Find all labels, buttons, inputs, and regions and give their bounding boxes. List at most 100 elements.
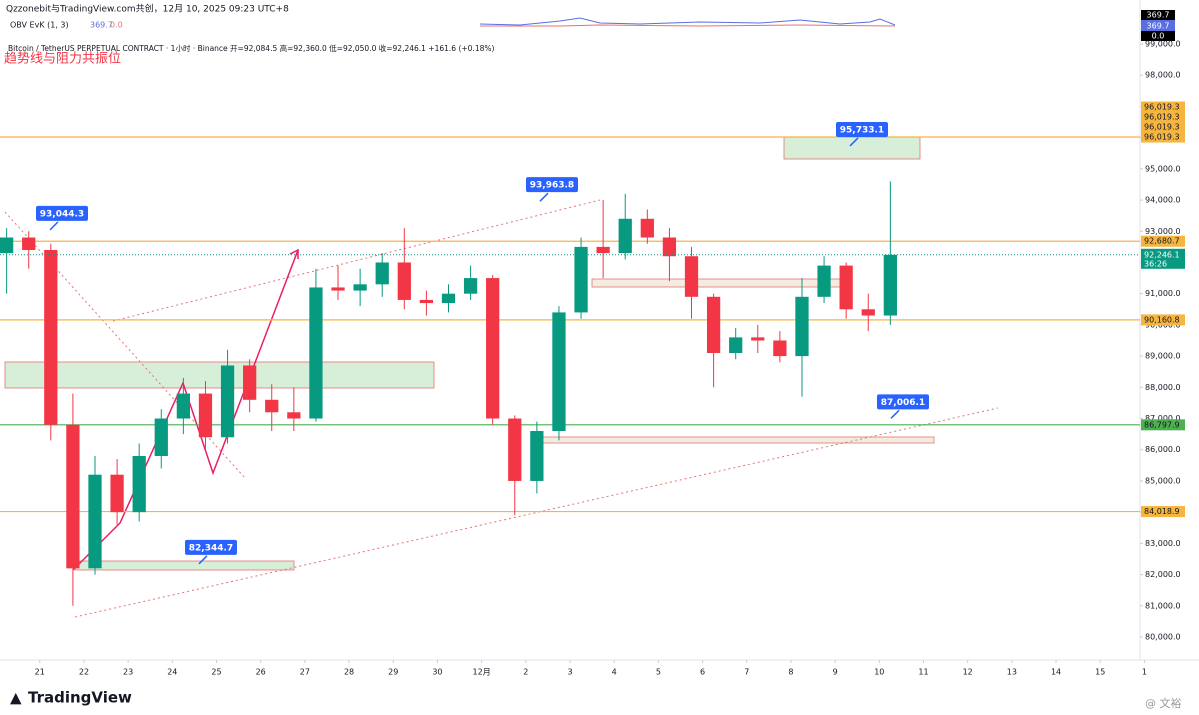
callout-label: 93,044.3 bbox=[40, 209, 84, 219]
x-tick-label: 7 bbox=[744, 668, 749, 677]
x-tick-label: 13 bbox=[1007, 668, 1017, 677]
candle-body bbox=[795, 296, 809, 357]
callout-label: 82,344.7 bbox=[189, 543, 233, 553]
x-tick-label: 29 bbox=[388, 668, 398, 677]
price-label-box bbox=[1141, 419, 1185, 431]
x-tick-label: 2 bbox=[523, 668, 528, 677]
y-tick-label: 81,000.0 bbox=[1145, 601, 1181, 610]
zone bbox=[591, 278, 850, 288]
callout-pointer bbox=[198, 555, 208, 565]
x-tick-label: 23 bbox=[123, 668, 133, 677]
current-price-box bbox=[1141, 248, 1185, 269]
y-tick-label: 87,000.0 bbox=[1145, 414, 1181, 423]
candle-body bbox=[861, 309, 875, 316]
indicator-axis-box bbox=[1141, 20, 1175, 31]
zone bbox=[783, 136, 921, 160]
callout-label: 95,733.1 bbox=[840, 125, 884, 135]
zone bbox=[539, 436, 935, 444]
indicator-axis-label: 0.0 bbox=[1152, 32, 1165, 41]
title: Qzzonebit与TradingView.com共创，12月 10, 2025… bbox=[6, 3, 289, 15]
candle-body bbox=[596, 246, 610, 254]
callout-box bbox=[526, 177, 578, 193]
candle-body bbox=[463, 278, 478, 294]
price-label: 96,019.3 bbox=[1144, 123, 1180, 132]
candle-body bbox=[353, 284, 367, 291]
x-tick-label: 26 bbox=[256, 668, 266, 677]
candle-body bbox=[729, 337, 743, 353]
callout-label: 87,006.1 bbox=[881, 398, 925, 408]
price-label-box bbox=[1141, 131, 1185, 143]
candle-body bbox=[574, 246, 588, 313]
y-tick-label: 89,000.0 bbox=[1145, 352, 1181, 361]
candle-body bbox=[817, 265, 831, 297]
x-tick-label: 12月 bbox=[473, 668, 491, 677]
price-label-box bbox=[1141, 101, 1185, 113]
candle-body bbox=[552, 312, 566, 432]
price-label-box bbox=[1141, 111, 1185, 123]
price-label: 92,680.7 bbox=[1144, 237, 1180, 246]
candle-body bbox=[530, 431, 544, 481]
candle-body bbox=[706, 296, 721, 353]
candle-body bbox=[640, 218, 654, 238]
y-tick-label: 85,000.0 bbox=[1145, 476, 1181, 485]
candle-body bbox=[441, 293, 456, 304]
candle-body bbox=[220, 365, 235, 438]
x-tick-label: 9 bbox=[833, 668, 838, 677]
candle-body bbox=[839, 265, 853, 310]
candle-body bbox=[287, 412, 301, 419]
arrow-head bbox=[289, 248, 299, 259]
callout-pointer bbox=[849, 137, 859, 147]
candle-body bbox=[419, 299, 434, 304]
price-label-box bbox=[1141, 121, 1185, 133]
countdown: 36:26 bbox=[1144, 259, 1167, 268]
indicator-axis-label: 369.7 bbox=[1147, 11, 1170, 20]
y-tick-label: 99,000.0 bbox=[1145, 40, 1181, 49]
logo-icon: ▲ bbox=[10, 689, 22, 707]
callout-box bbox=[185, 539, 237, 555]
y-tick-label: 95,000.0 bbox=[1145, 164, 1181, 173]
candle-body bbox=[684, 256, 699, 297]
y-tick-label: 91,000.0 bbox=[1145, 289, 1181, 298]
callout-pointer bbox=[890, 409, 900, 419]
candle-body bbox=[22, 237, 36, 250]
candle-body bbox=[309, 287, 323, 419]
price-label: 84,018.9 bbox=[1144, 507, 1180, 516]
x-tick-label: 11 bbox=[918, 668, 928, 677]
candle-body bbox=[751, 337, 765, 341]
candle-body bbox=[176, 393, 190, 419]
x-tick-label: 27 bbox=[300, 668, 310, 677]
candle-body bbox=[154, 418, 168, 456]
x-tick-label: 14 bbox=[1051, 668, 1061, 677]
candle-body bbox=[618, 218, 632, 254]
x-tick-label: 22 bbox=[79, 668, 89, 677]
x-tick-label: 28 bbox=[344, 668, 354, 677]
callout-pointer bbox=[49, 221, 59, 231]
obv-signal bbox=[480, 24, 896, 27]
x-tick-label: 21 bbox=[35, 668, 45, 677]
y-tick-label: 93,000.0 bbox=[1145, 227, 1181, 236]
watermark: @ 文裕 bbox=[1145, 696, 1182, 710]
price-label-box bbox=[1141, 314, 1185, 326]
indicator-axis-label: 369.7 bbox=[1147, 22, 1170, 31]
candle-body bbox=[486, 278, 500, 419]
price-label: 96,019.3 bbox=[1144, 103, 1180, 112]
candle-body bbox=[198, 393, 213, 438]
callout-box bbox=[36, 205, 88, 221]
zone bbox=[4, 361, 435, 389]
price-label: 86,797.9 bbox=[1144, 420, 1180, 429]
candle-body bbox=[265, 399, 279, 413]
price-label-box bbox=[1141, 235, 1185, 247]
zone bbox=[74, 560, 295, 571]
x-tick-label: 24 bbox=[167, 668, 177, 677]
y-tick-label: 86,000.0 bbox=[1145, 445, 1181, 454]
candle-body bbox=[662, 237, 677, 257]
footer-logo: TradingView bbox=[28, 689, 132, 707]
y-tick-label: 88,000.0 bbox=[1145, 383, 1181, 392]
candle-body bbox=[397, 262, 411, 300]
indicator-value: 369.7 bbox=[90, 21, 113, 30]
y-tick-label: 83,000.0 bbox=[1145, 539, 1181, 548]
obv-line bbox=[479, 17, 896, 26]
callout-pointer bbox=[539, 192, 549, 202]
